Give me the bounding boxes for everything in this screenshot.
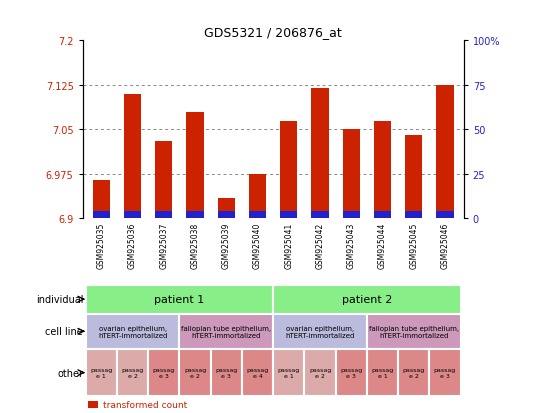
Bar xyxy=(86,285,273,314)
Text: GSM925045: GSM925045 xyxy=(409,222,418,268)
Text: GSM925040: GSM925040 xyxy=(253,222,262,268)
Bar xyxy=(405,212,422,219)
Text: passag
e 3: passag e 3 xyxy=(340,367,362,378)
Text: ovarian epithelium,
hTERT-immortalized: ovarian epithelium, hTERT-immortalized xyxy=(285,325,354,338)
Text: passag
e 3: passag e 3 xyxy=(215,367,237,378)
Bar xyxy=(249,175,266,219)
Bar xyxy=(124,212,141,219)
Bar xyxy=(93,212,110,219)
Text: passag
e 1: passag e 1 xyxy=(372,367,393,378)
Bar xyxy=(249,212,266,219)
Text: passag
e 4: passag e 4 xyxy=(246,367,269,378)
Bar xyxy=(374,121,391,219)
Text: passag
e 3: passag e 3 xyxy=(153,367,175,378)
Text: ovarian epithelium,
hTERT-immortalized: ovarian epithelium, hTERT-immortalized xyxy=(98,325,167,338)
Bar xyxy=(273,314,367,349)
Bar xyxy=(155,142,172,219)
Bar xyxy=(343,212,360,219)
Bar xyxy=(430,349,461,396)
Text: patient 1: patient 1 xyxy=(155,294,205,304)
Bar xyxy=(273,349,304,396)
Bar xyxy=(304,349,336,396)
Bar xyxy=(155,212,172,219)
Bar xyxy=(217,212,235,219)
Bar xyxy=(367,349,398,396)
Bar xyxy=(336,349,367,396)
Text: GSM925043: GSM925043 xyxy=(347,222,356,268)
Bar xyxy=(93,180,110,219)
Bar xyxy=(437,86,454,219)
Text: GSM925041: GSM925041 xyxy=(284,222,293,268)
Text: passag
e 2: passag e 2 xyxy=(402,367,425,378)
Bar xyxy=(405,136,422,219)
Bar xyxy=(187,212,204,219)
Bar xyxy=(343,130,360,219)
Bar xyxy=(398,349,430,396)
Bar xyxy=(374,212,391,219)
Text: passag
e 3: passag e 3 xyxy=(434,367,456,378)
Bar xyxy=(311,89,329,219)
Text: GSM925037: GSM925037 xyxy=(159,222,168,268)
Bar xyxy=(217,198,235,219)
Bar xyxy=(280,212,297,219)
Text: GSM925042: GSM925042 xyxy=(316,222,325,268)
Text: individual: individual xyxy=(36,294,83,304)
Bar xyxy=(311,212,329,219)
Text: GSM925039: GSM925039 xyxy=(222,222,231,268)
Bar xyxy=(367,314,461,349)
Text: passag
e 1: passag e 1 xyxy=(278,367,300,378)
Text: GSM925038: GSM925038 xyxy=(191,222,199,268)
Bar xyxy=(437,212,454,219)
Bar xyxy=(242,349,273,396)
Bar xyxy=(187,112,204,219)
Text: GSM925035: GSM925035 xyxy=(97,222,106,268)
Text: passag
e 1: passag e 1 xyxy=(90,367,112,378)
Text: passag
e 2: passag e 2 xyxy=(122,367,144,378)
Bar xyxy=(273,285,461,314)
Bar xyxy=(86,314,180,349)
Text: GSM925036: GSM925036 xyxy=(128,222,137,268)
Text: passag
e 2: passag e 2 xyxy=(309,367,331,378)
Text: cell line: cell line xyxy=(45,326,83,337)
Bar xyxy=(86,349,117,396)
Bar xyxy=(211,349,242,396)
Text: fallopian tube epithelium,
hTERT-immortalized: fallopian tube epithelium, hTERT-immorta… xyxy=(369,325,459,338)
Text: transformed count: transformed count xyxy=(103,400,187,409)
Bar xyxy=(280,121,297,219)
Text: passag
e 2: passag e 2 xyxy=(184,367,206,378)
Text: fallopian tube epithelium,
hTERT-immortalized: fallopian tube epithelium, hTERT-immorta… xyxy=(181,325,271,338)
Bar xyxy=(117,349,148,396)
Title: GDS5321 / 206876_at: GDS5321 / 206876_at xyxy=(204,26,342,39)
Text: patient 2: patient 2 xyxy=(342,294,392,304)
Bar xyxy=(124,95,141,219)
Text: other: other xyxy=(57,368,83,378)
Bar xyxy=(148,349,180,396)
Bar xyxy=(180,314,273,349)
Bar xyxy=(180,349,211,396)
Text: GSM925044: GSM925044 xyxy=(378,222,387,268)
Text: GSM925046: GSM925046 xyxy=(440,222,449,268)
